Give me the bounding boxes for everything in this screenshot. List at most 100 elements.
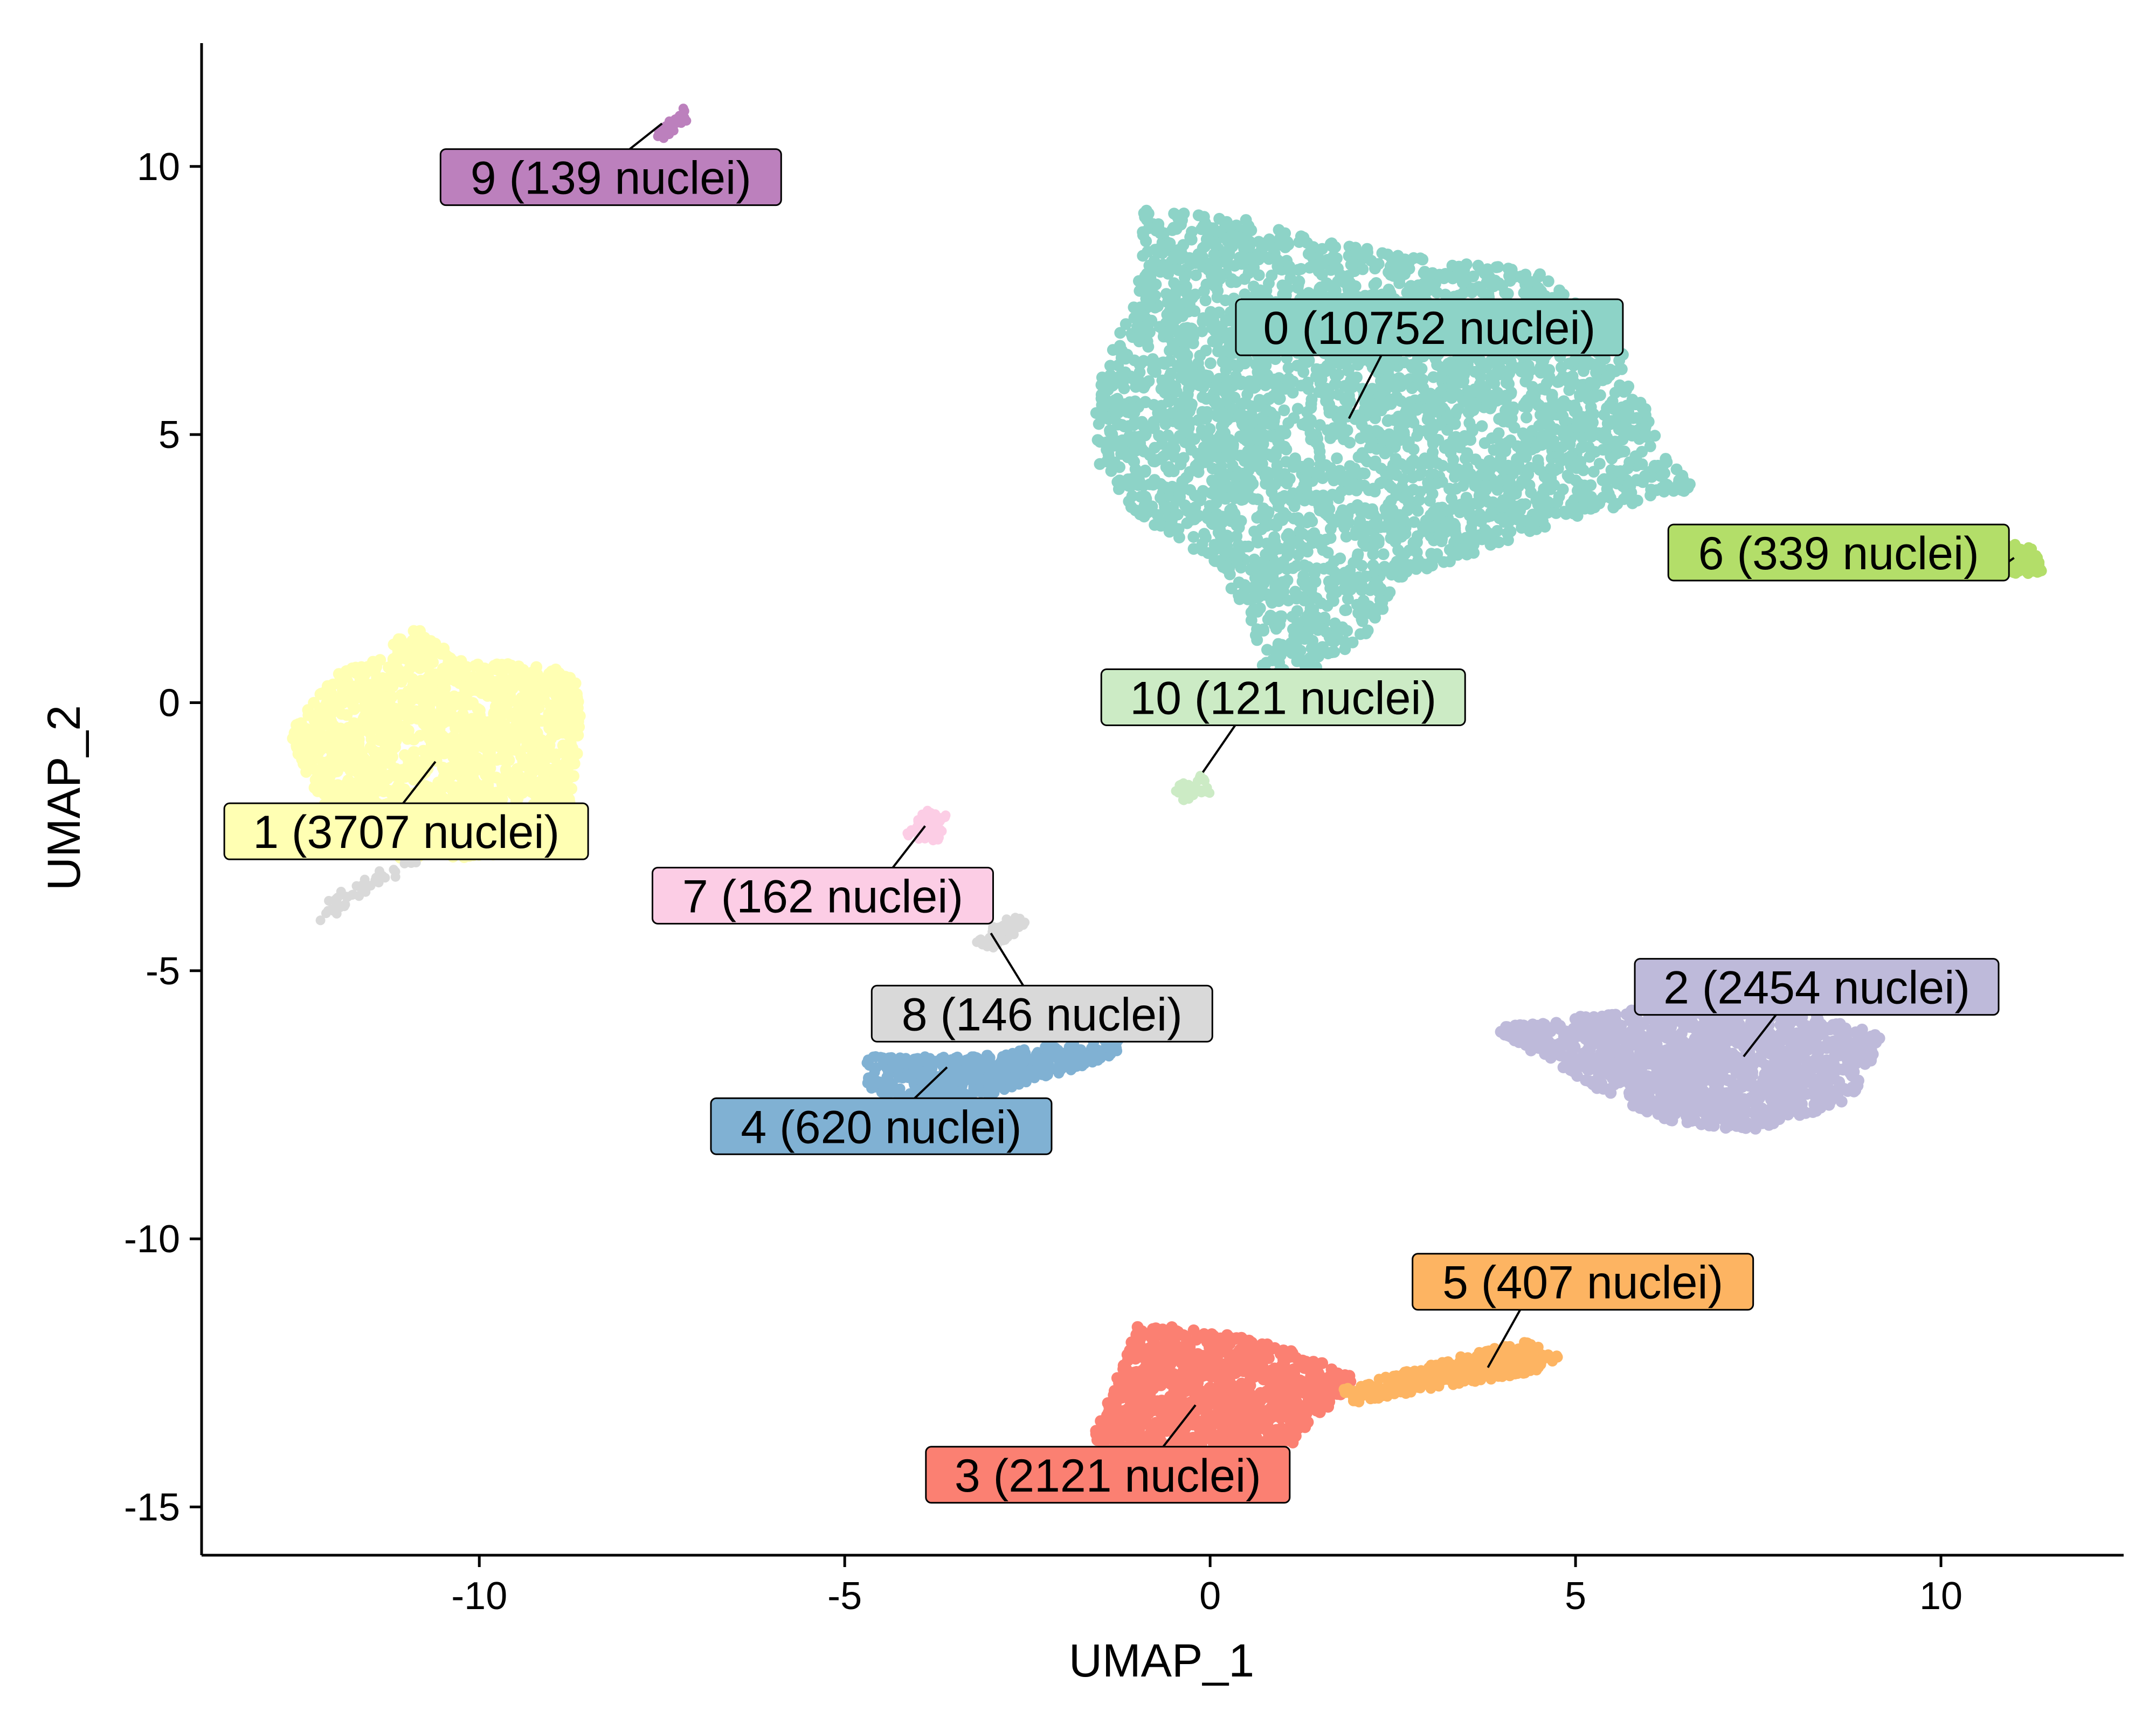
data-point [1188,489,1201,502]
data-point [1515,499,1527,512]
data-point [1478,437,1491,449]
data-point [1574,390,1586,403]
data-point [1575,441,1588,453]
data-point [358,753,370,765]
data-point [384,700,396,713]
data-point [1173,397,1185,410]
data-point [1375,463,1387,475]
data-point [1257,240,1270,253]
data-point [393,668,405,680]
data-point [1678,485,1690,497]
data-point [1322,279,1334,292]
data-point [1292,512,1304,524]
data-point [1282,282,1294,295]
data-point [1166,407,1178,419]
data-point [1454,272,1466,284]
data-point [1401,504,1414,516]
data-point [1174,218,1187,231]
data-point [1234,430,1246,443]
data-point [1240,397,1253,410]
data-point [1213,479,1226,491]
data-point [1347,465,1359,478]
data-point [353,791,365,804]
data-point [1649,430,1661,442]
data-point [1429,551,1441,564]
data-point [1573,380,1586,392]
data-point [1318,563,1330,575]
data-point [1142,341,1155,353]
data-point [1235,494,1248,506]
data-point [1558,506,1570,518]
data-point [492,787,505,799]
data-point [374,692,386,705]
data-point [1356,613,1368,625]
data-point [1505,387,1517,398]
data-point [455,655,467,667]
data-point [1542,275,1554,287]
data-point [1532,499,1544,510]
data-point [1301,237,1313,249]
data-point [1202,264,1214,276]
data-point [1536,439,1548,451]
data-point [1346,636,1359,648]
data-point [1149,366,1162,378]
data-point [1585,479,1597,492]
data-point [1345,374,1357,387]
data-point [1225,582,1238,595]
data-point [1313,386,1325,398]
data-point [1549,423,1561,436]
data-point [1161,308,1173,321]
data-point [1516,475,1529,487]
data-point [1284,532,1296,544]
data-point [1376,380,1388,391]
data-point [1213,452,1225,464]
data-point [1460,396,1472,409]
data-point [1509,361,1521,374]
data-point [1170,494,1183,507]
data-point [1584,451,1596,463]
data-point [1343,278,1355,290]
data-point [488,707,500,720]
data-point [1155,520,1167,532]
data-point [1485,390,1498,402]
data-point [374,724,386,736]
data-point [1172,264,1185,276]
data-point [1439,441,1451,454]
data-point [1469,480,1481,492]
data-point [1329,378,1341,390]
data-point [551,785,563,797]
data-point [1627,425,1639,437]
data-point [1146,500,1158,513]
data-point [1139,270,1151,282]
data-point [439,648,452,661]
data-point [1343,363,1355,375]
data-point [1279,440,1291,453]
data-point [505,679,517,692]
data-point [363,688,376,700]
data-point [1104,369,1117,381]
data-point [407,680,419,693]
data-point [1163,396,1175,408]
data-point [1457,360,1469,372]
data-point [1630,412,1643,424]
data-point [1352,548,1364,561]
data-point [1269,411,1281,423]
data-point [1365,289,1378,301]
data-point [1487,496,1499,508]
data-point [537,674,549,687]
data-point [316,785,329,797]
data-point [1114,375,1126,387]
data-point [1395,380,1407,392]
data-point [1295,263,1307,275]
data-point [1233,589,1245,602]
data-point [1261,644,1273,656]
data-point [1488,377,1501,390]
data-point [1111,435,1123,447]
data-point [1095,392,1108,405]
data-point [1632,474,1644,487]
data-point [1400,417,1412,429]
data-point [1467,404,1480,416]
data-point [1137,382,1150,394]
data-point [1600,432,1613,445]
data-point [321,710,334,723]
